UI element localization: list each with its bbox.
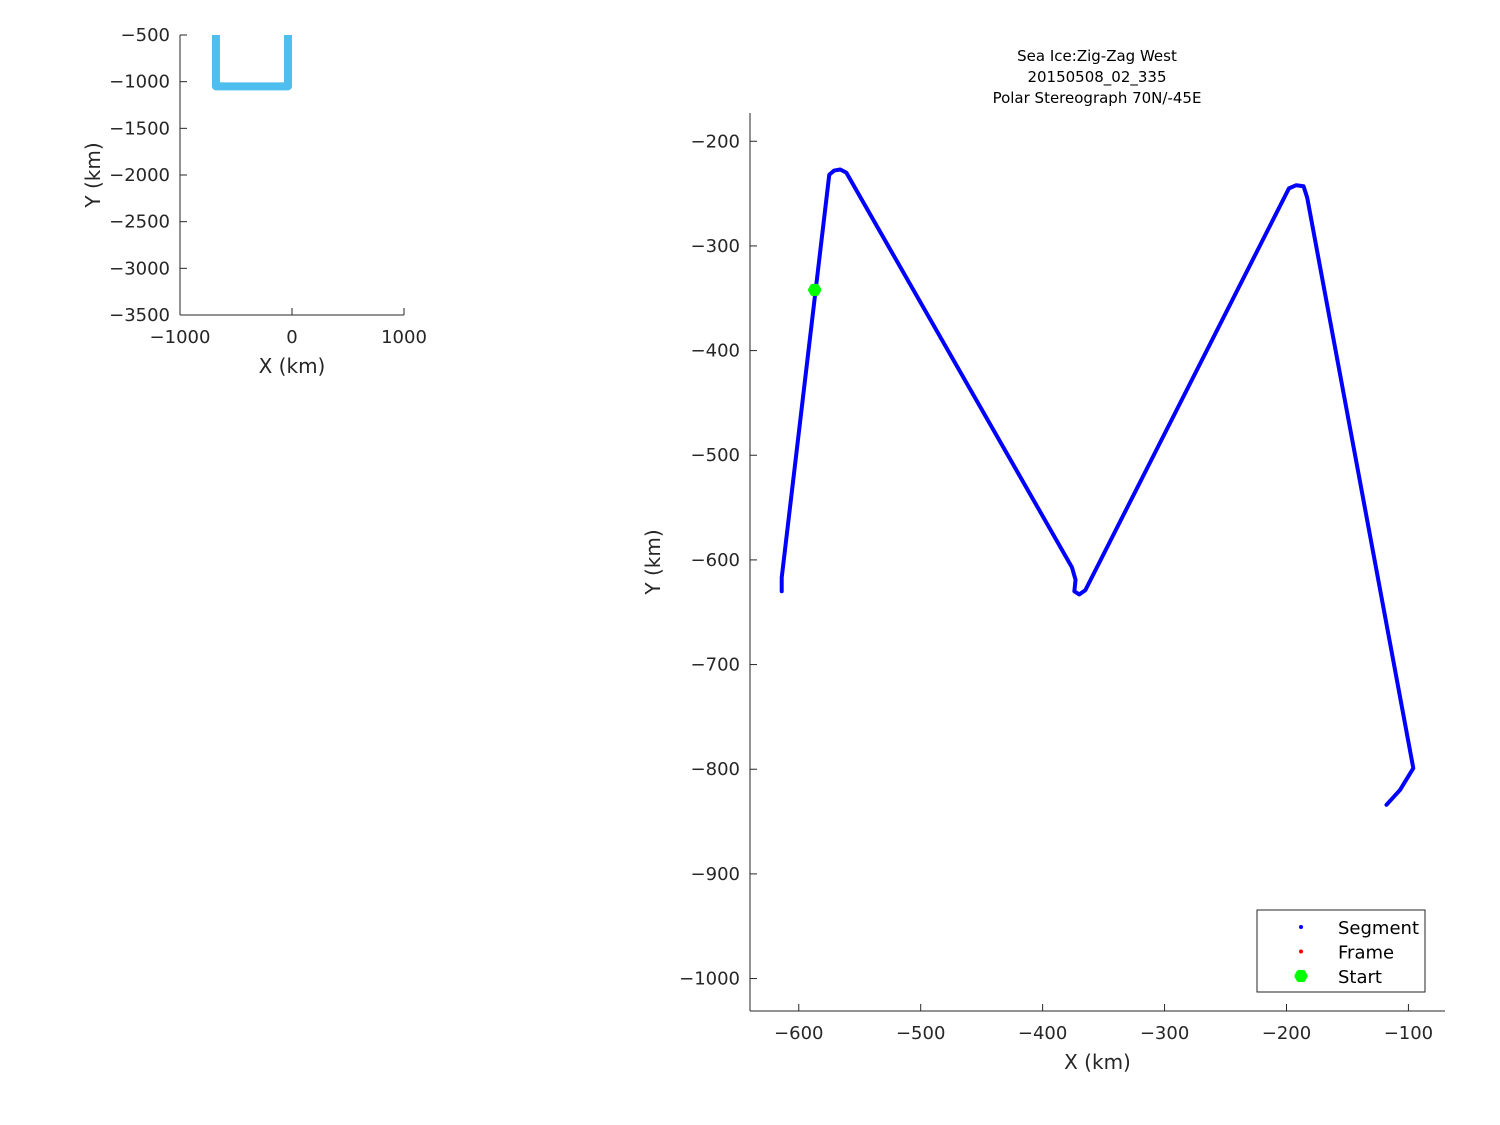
axes-1: −600 −500 −400 −300 −200 −100 −1000 −900 −800 −70… (641, 113, 1445, 1074)
x-tick-label: −600 (774, 1023, 823, 1044)
plot-area (779, 167, 1416, 807)
y-axis-label: Y (km) (641, 529, 665, 595)
legend-marker-frame (1299, 949, 1303, 954)
legend-label-segment: Segment (1338, 918, 1419, 939)
y-tick-label: −1500 (109, 118, 170, 139)
y-tick-label: −3000 (109, 258, 170, 279)
y-tick-label: −500 (121, 25, 170, 46)
x-tick-label: −200 (1262, 1023, 1311, 1044)
y-axis-label: Y (km) (81, 142, 105, 208)
legend-marker-start-lobe (1299, 969, 1306, 977)
x-tick-label: 0 (286, 327, 297, 348)
y-tick-label: −3500 (109, 305, 170, 326)
x-tick-label: −300 (1140, 1023, 1189, 1044)
y-tick-label: −900 (691, 864, 740, 885)
y-tick-label: −500 (691, 445, 740, 466)
axes-0: −1000 0 1000 −3500 −3000 −2500 −2000 −1500 −1000… (81, 25, 427, 378)
y-tick-label: −1000 (109, 72, 170, 93)
x-axis-label: X (km) (1064, 1050, 1131, 1074)
legend-label-start: Start (1338, 967, 1382, 988)
y-tick-label: −1000 (679, 969, 740, 990)
y-tick-label: −700 (691, 655, 740, 676)
legend-box (1256, 909, 1426, 993)
x-axis-label: X (km) (259, 354, 326, 378)
chart-title-line: Sea Ice:Zig-Zag West (1017, 47, 1177, 65)
segment-line (779, 167, 1416, 807)
y-tick-label: −400 (691, 341, 740, 362)
legend: Segment Frame Start (1256, 909, 1426, 993)
chart-title-line: 20150508_02_335 (1027, 68, 1166, 87)
x-tick-label: −1000 (150, 327, 211, 348)
x-tick-label: −400 (1018, 1023, 1067, 1044)
y-tick-label: −2000 (109, 165, 170, 186)
y-tick-label: −600 (691, 550, 740, 571)
y-tick-label: −300 (691, 236, 740, 257)
legend-label-frame: Frame (1338, 943, 1394, 964)
x-tick-label: −100 (1384, 1023, 1433, 1044)
x-tick-label: 1000 (381, 327, 427, 348)
x-tick-label: −500 (896, 1023, 945, 1044)
legend-marker-segment (1299, 925, 1303, 929)
start-marker-lobe (812, 283, 820, 291)
plot-area (211, 35, 292, 91)
y-tick-label: −200 (691, 131, 740, 152)
chart-title-line: Polar Stereograph 70N/-45E (993, 89, 1202, 107)
y-tick-label: −2500 (109, 212, 170, 233)
y-tick-label: −800 (691, 759, 740, 780)
overview-box-line (211, 35, 292, 91)
